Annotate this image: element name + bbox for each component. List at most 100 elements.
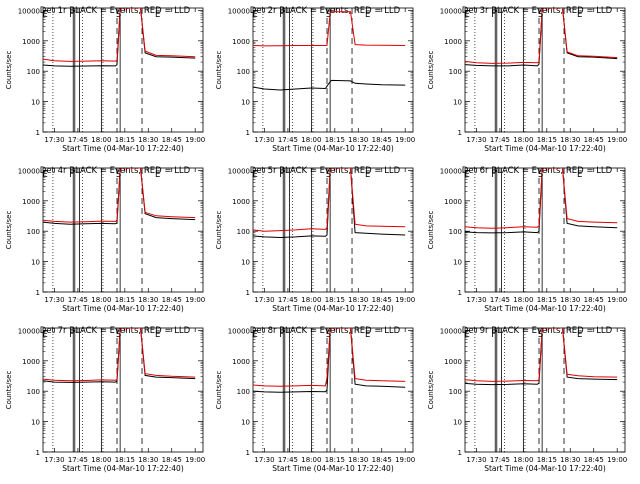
y-tick-label: 1000 [444,358,462,366]
y-tick-label: 10 [241,259,250,267]
event-marker-label: E [577,10,582,20]
event-marker-label: E [464,170,469,180]
x-tick-label: 18:15 [115,136,135,144]
x-tick-label: 18:30 [560,296,580,304]
series-line-lld [465,8,618,64]
y-axis-label: Counts/sec [215,211,223,250]
x-tick-label: 18:00 [301,296,321,304]
y-tick-label: 10000 [18,7,40,15]
y-axis-label: Counts/sec [215,371,223,410]
x-tick-label: 18:00 [301,136,321,144]
y-tick-label: 10 [31,259,40,267]
series-line-lld [43,8,196,62]
y-tick-label: 100 [449,68,462,76]
y-tick-label: 10000 [228,327,250,335]
series-line-lld [43,168,196,223]
x-tick-label: 18:45 [162,296,182,304]
event-marker-label: F [69,330,74,340]
y-tick-label: 100 [237,388,250,396]
panel-title: Det 8r BLACK = Events, RED = LLD [250,326,401,336]
event-marker-label: S [538,330,543,340]
panel-title: Det 3r BLACK = Events, RED = LLD [462,6,613,16]
y-tick-label: 10000 [440,327,462,335]
x-tick-label: 18:00 [513,136,533,144]
x-tick-label: 19:00 [395,456,415,464]
event-marker-label: E [577,330,582,340]
y-tick-label: 10000 [18,327,40,335]
x-tick-label: 18:45 [372,296,392,304]
plot-frame [464,7,626,133]
event-marker-label: F [69,10,74,20]
x-axis-label: Start Time (04-Mar-10 17:22:40) [62,304,184,313]
panel-title: Det 2r BLACK = Events, RED = LLD [250,6,401,16]
event-marker-label: E [464,10,469,20]
x-tick-label: 19:00 [185,296,205,304]
event-marker-label: S [116,170,121,180]
x-tick-label: 18:00 [91,456,111,464]
y-axis-label: Counts/sec [427,371,435,410]
y-axis-label: Counts/sec [215,51,223,90]
y-tick-label: 10 [453,259,462,267]
y-tick-label: 1000 [444,198,462,206]
x-tick-label: 17:30 [254,296,274,304]
x-tick-label: 19:00 [395,136,415,144]
x-tick-label: 19:00 [185,456,205,464]
x-tick-label: 17:45 [68,136,88,144]
x-tick-label: 18:30 [138,136,158,144]
x-tick-label: 19:00 [185,136,205,144]
panel-det-4: Det 4r BLACK = Events, RED = LLD 1 10 100 10… [5,166,205,313]
event-marker-label: E [365,330,370,340]
x-axis-label: Start Time (04-Mar-10 17:22:40) [272,464,394,473]
event-marker-label: S [326,170,331,180]
x-tick-label: 18:00 [513,456,533,464]
x-tick-label: 17:30 [466,136,486,144]
y-tick-label: 1 [458,449,462,457]
plot-frame [42,7,204,133]
y-tick-label: 1 [246,449,250,457]
event-marker-label: E [155,10,160,20]
x-axis-label: Start Time (04-Mar-10 17:22:40) [484,304,606,313]
panel-det-9: Det 9r BLACK = Events, RED = LLD 1 10 100 10… [427,326,627,473]
x-tick-label: 17:45 [490,136,510,144]
y-tick-label: 10 [453,419,462,427]
x-tick-label: 18:15 [325,136,345,144]
event-marker-label: S [538,10,543,20]
x-axis-label: Start Time (04-Mar-10 17:22:40) [272,144,394,153]
x-tick-label: 18:15 [115,296,135,304]
panel-det-3: Det 3r BLACK = Events, RED = LLD 1 10 100 10… [427,6,627,153]
x-tick-label: 17:45 [490,296,510,304]
x-tick-label: 18:30 [138,456,158,464]
panel-title: Det 7r BLACK = Events, RED = LLD [40,326,191,336]
x-tick-label: 18:30 [560,136,580,144]
x-tick-label: 18:30 [348,136,368,144]
panel-title: Det 5r BLACK = Events, RED = LLD [250,166,401,176]
panel-title: Det 6r BLACK = Events, RED = LLD [462,166,613,176]
series-line-events [253,79,406,91]
series-line-lld [253,328,406,387]
x-tick-label: 18:30 [138,296,158,304]
y-axis-label: Counts/sec [5,211,13,250]
event-marker-label: E [252,330,257,340]
plot-frame [42,167,204,293]
x-tick-label: 19:00 [607,296,627,304]
y-tick-label: 1000 [22,38,40,46]
x-tick-label: 18:00 [301,456,321,464]
panel-det-2: Det 2r BLACK = Events, RED = LLD 1 10 100 10… [215,6,415,153]
y-axis-label: Counts/sec [5,51,13,90]
plot-frame [464,167,626,293]
y-tick-label: 10 [241,99,250,107]
panel-title: Det 1r BLACK = Events, RED = LLD [40,6,191,16]
panel-title: Det 4r BLACK = Events, RED = LLD [40,166,191,176]
x-axis-label: Start Time (04-Mar-10 17:22:40) [484,464,606,473]
event-marker-label: F [491,170,496,180]
panel-det-6: Det 6r BLACK = Events, RED = LLD 1 10 100 10… [427,166,627,313]
y-tick-label: 1000 [22,198,40,206]
event-marker-label: F [491,330,496,340]
